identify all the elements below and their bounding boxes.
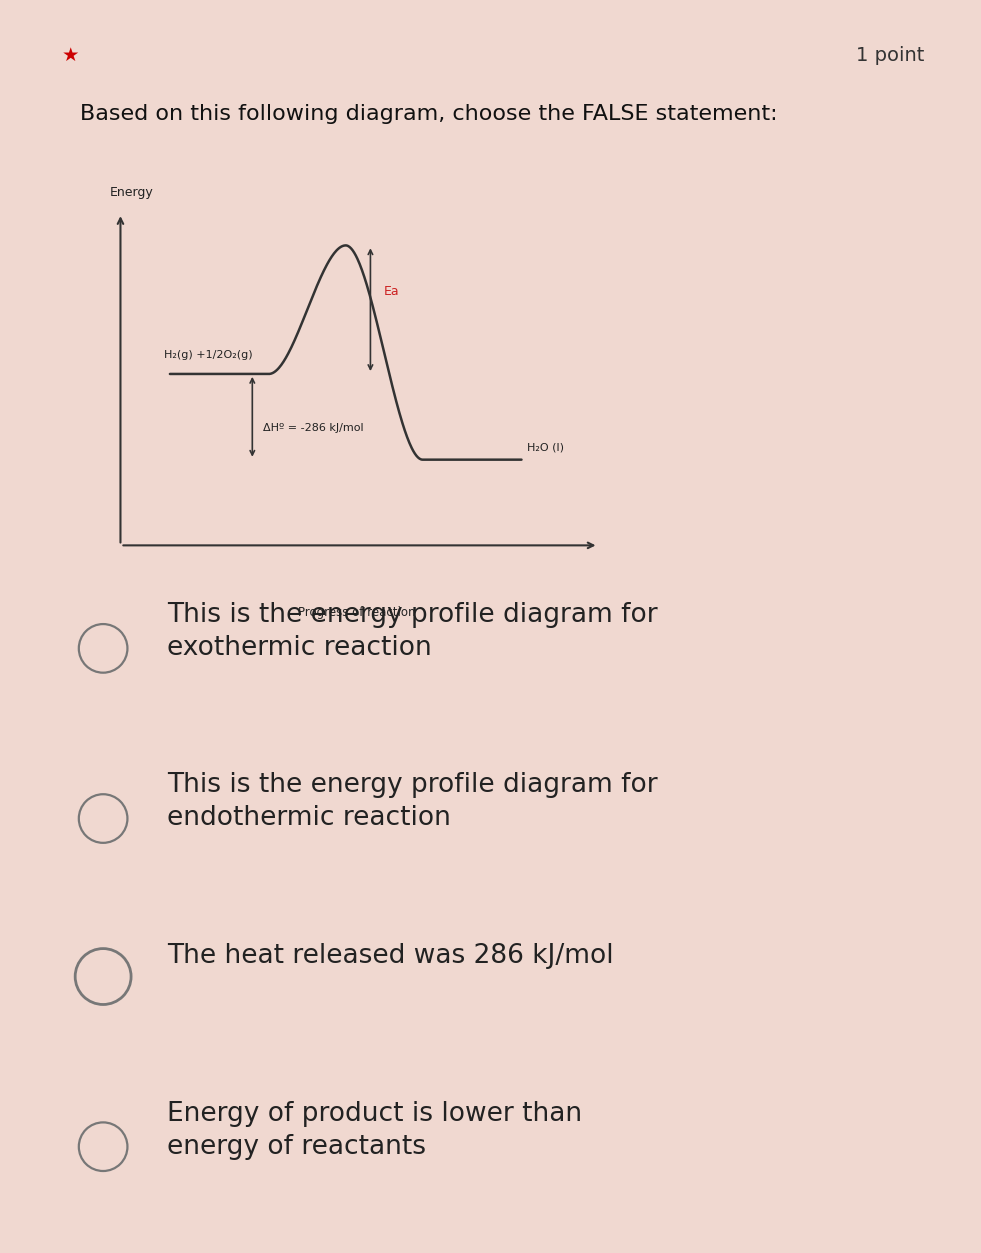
Text: This is the energy profile diagram for
endothermic reaction: This is the energy profile diagram for e… <box>168 772 658 831</box>
Text: Progress of reaction: Progress of reaction <box>298 606 415 619</box>
Text: ΔHº = -286 kJ/mol: ΔHº = -286 kJ/mol <box>263 422 364 432</box>
Text: Energy: Energy <box>110 185 153 199</box>
Text: H₂O (l): H₂O (l) <box>527 442 564 452</box>
Text: Based on this following diagram, choose the FALSE statement:: Based on this following diagram, choose … <box>80 104 778 124</box>
Text: Ea: Ea <box>385 286 400 298</box>
Text: Energy of product is lower than
energy of reactants: Energy of product is lower than energy o… <box>168 1100 583 1159</box>
Text: H₂(g) +1/2O₂(g): H₂(g) +1/2O₂(g) <box>165 350 253 360</box>
Text: ★: ★ <box>62 45 79 65</box>
Text: The heat released was 286 kJ/mol: The heat released was 286 kJ/mol <box>168 942 614 969</box>
Text: This is the energy profile diagram for
exothermic reaction: This is the energy profile diagram for e… <box>168 603 658 662</box>
Text: 1 point: 1 point <box>855 45 924 65</box>
